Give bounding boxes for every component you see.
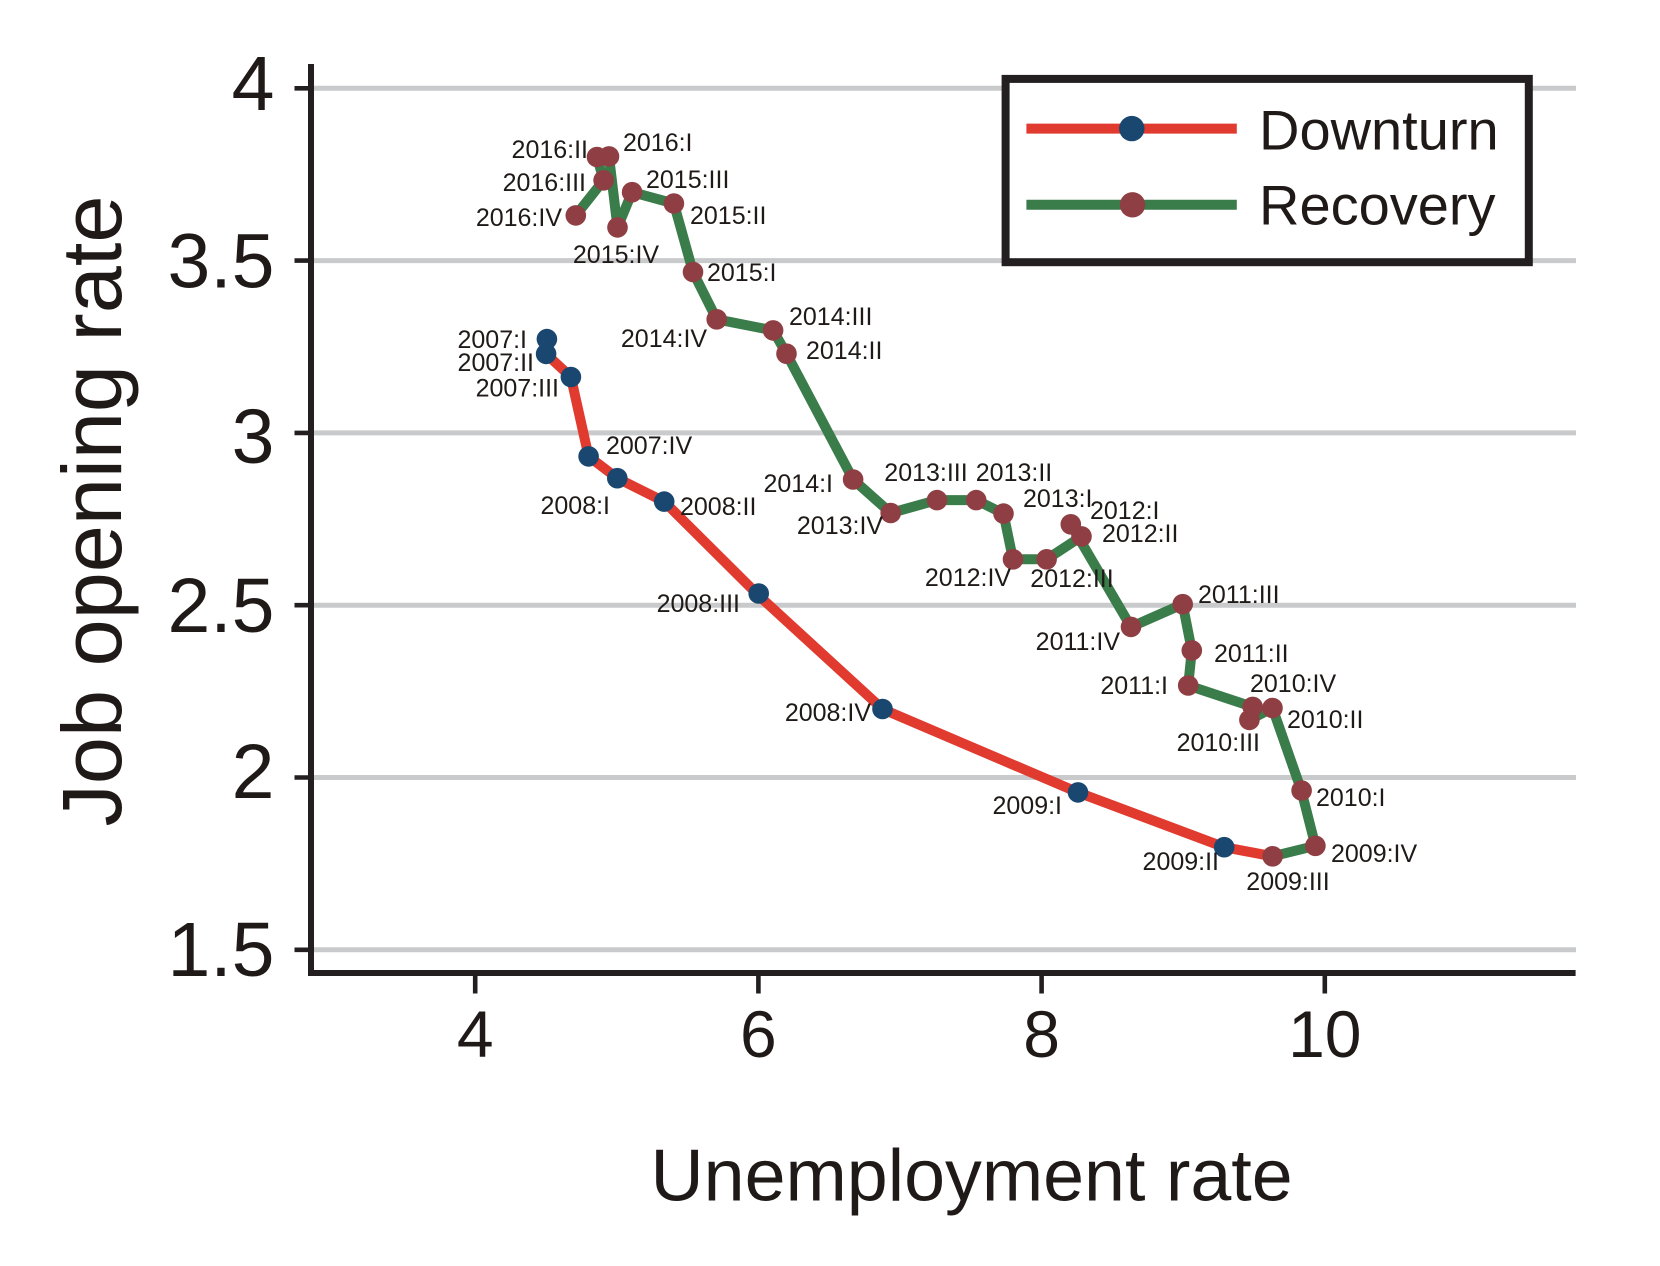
svg-text:2010:I: 2010:I bbox=[1316, 784, 1386, 812]
svg-text:2013:III: 2013:III bbox=[884, 459, 967, 487]
svg-text:3.5: 3.5 bbox=[167, 219, 274, 305]
svg-text:2007:III: 2007:III bbox=[476, 375, 559, 403]
svg-text:4: 4 bbox=[457, 997, 494, 1071]
svg-text:2007:II: 2007:II bbox=[458, 349, 534, 377]
svg-text:2016:I: 2016:I bbox=[623, 129, 693, 157]
svg-text:2016:III: 2016:III bbox=[503, 169, 586, 197]
svg-text:2010:III: 2010:III bbox=[1177, 729, 1260, 757]
svg-text:Job opening rate: Job opening rate bbox=[44, 196, 139, 827]
svg-text:2015:IV: 2015:IV bbox=[573, 241, 660, 269]
svg-text:2008:IV: 2008:IV bbox=[785, 699, 872, 727]
svg-text:8: 8 bbox=[1023, 997, 1060, 1071]
svg-text:2011:I: 2011:I bbox=[1100, 672, 1168, 700]
svg-text:2009:III: 2009:III bbox=[1246, 868, 1329, 896]
svg-text:Recovery: Recovery bbox=[1259, 174, 1496, 237]
svg-text:2007:I: 2007:I bbox=[457, 326, 527, 354]
svg-text:2015:II: 2015:II bbox=[690, 202, 766, 230]
svg-text:2015:III: 2015:III bbox=[646, 166, 729, 194]
svg-text:Downturn: Downturn bbox=[1259, 98, 1499, 161]
svg-text:2010:IV: 2010:IV bbox=[1250, 670, 1337, 698]
svg-text:10: 10 bbox=[1288, 997, 1361, 1071]
svg-text:2014:IV: 2014:IV bbox=[621, 325, 708, 353]
svg-text:2011:III: 2011:III bbox=[1198, 581, 1280, 609]
svg-text:2016:II: 2016:II bbox=[512, 136, 588, 164]
svg-text:2014:III: 2014:III bbox=[789, 303, 872, 331]
svg-text:2007:IV: 2007:IV bbox=[606, 432, 693, 460]
svg-text:2012:III: 2012:III bbox=[1030, 565, 1113, 593]
svg-text:2012:IV: 2012:IV bbox=[925, 564, 1012, 592]
svg-text:2008:I: 2008:I bbox=[540, 492, 610, 520]
svg-text:4: 4 bbox=[232, 41, 275, 127]
svg-text:2011:IV: 2011:IV bbox=[1036, 628, 1121, 656]
svg-text:6: 6 bbox=[740, 997, 777, 1071]
svg-text:2009:I: 2009:I bbox=[992, 792, 1062, 820]
svg-text:2008:II: 2008:II bbox=[680, 493, 756, 521]
svg-text:2011:II: 2011:II bbox=[1214, 640, 1289, 668]
svg-text:2014:I: 2014:I bbox=[763, 470, 833, 498]
svg-text:2012:II: 2012:II bbox=[1102, 520, 1178, 548]
svg-text:2015:I: 2015:I bbox=[707, 259, 777, 287]
svg-text:2013:I: 2013:I bbox=[1023, 485, 1093, 513]
svg-text:Unemployment rate: Unemployment rate bbox=[651, 1133, 1293, 1216]
svg-text:2010:II: 2010:II bbox=[1287, 706, 1363, 734]
svg-text:2009:II: 2009:II bbox=[1143, 848, 1219, 876]
svg-text:2: 2 bbox=[232, 729, 275, 815]
svg-text:3: 3 bbox=[232, 394, 275, 480]
svg-text:2012:I: 2012:I bbox=[1090, 497, 1160, 525]
svg-text:2013:IV: 2013:IV bbox=[797, 512, 884, 540]
svg-text:2008:III: 2008:III bbox=[657, 590, 740, 618]
svg-text:2.5: 2.5 bbox=[167, 563, 274, 649]
svg-text:1.5: 1.5 bbox=[167, 907, 274, 993]
svg-text:2009:IV: 2009:IV bbox=[1331, 840, 1418, 868]
svg-text:2016:IV: 2016:IV bbox=[476, 204, 563, 232]
svg-text:2013:II: 2013:II bbox=[976, 459, 1052, 487]
svg-text:2014:II: 2014:II bbox=[806, 337, 882, 365]
